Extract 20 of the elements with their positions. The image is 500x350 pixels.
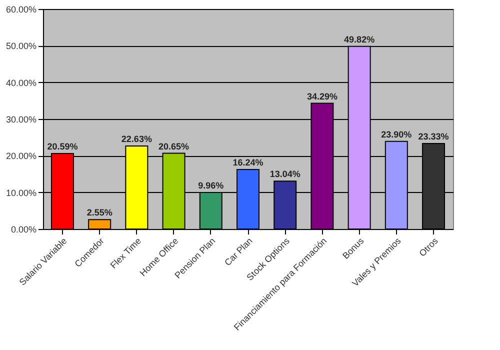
data-label: 23.90% xyxy=(381,129,412,140)
x-tick-label: Car Plan xyxy=(222,236,254,268)
x-tick-label: Flex Time xyxy=(108,236,144,270)
data-label: 20.65% xyxy=(158,141,190,152)
y-tick-label: 50.00% xyxy=(6,41,36,52)
y-tick-label: 10.00% xyxy=(6,188,36,198)
y-tick-label: 30.00% xyxy=(6,114,36,124)
data-label: 23.33% xyxy=(418,131,449,142)
data-label: 9.96% xyxy=(198,180,224,190)
data-label: 34.29% xyxy=(306,91,338,102)
y-tick-label: 60.00% xyxy=(6,4,36,14)
data-label: 22.63% xyxy=(121,134,152,144)
y-tick-label: 20.00% xyxy=(6,151,36,162)
data-label: 49.82% xyxy=(344,34,375,44)
data-label: 16.24% xyxy=(232,157,264,168)
y-tick-label: 40.00% xyxy=(6,78,36,88)
data-label: 2.55% xyxy=(86,208,112,218)
y-tick-label: 0.00% xyxy=(10,224,36,234)
data-label: 20.59% xyxy=(47,142,78,152)
data-label: 13.04% xyxy=(270,169,300,180)
